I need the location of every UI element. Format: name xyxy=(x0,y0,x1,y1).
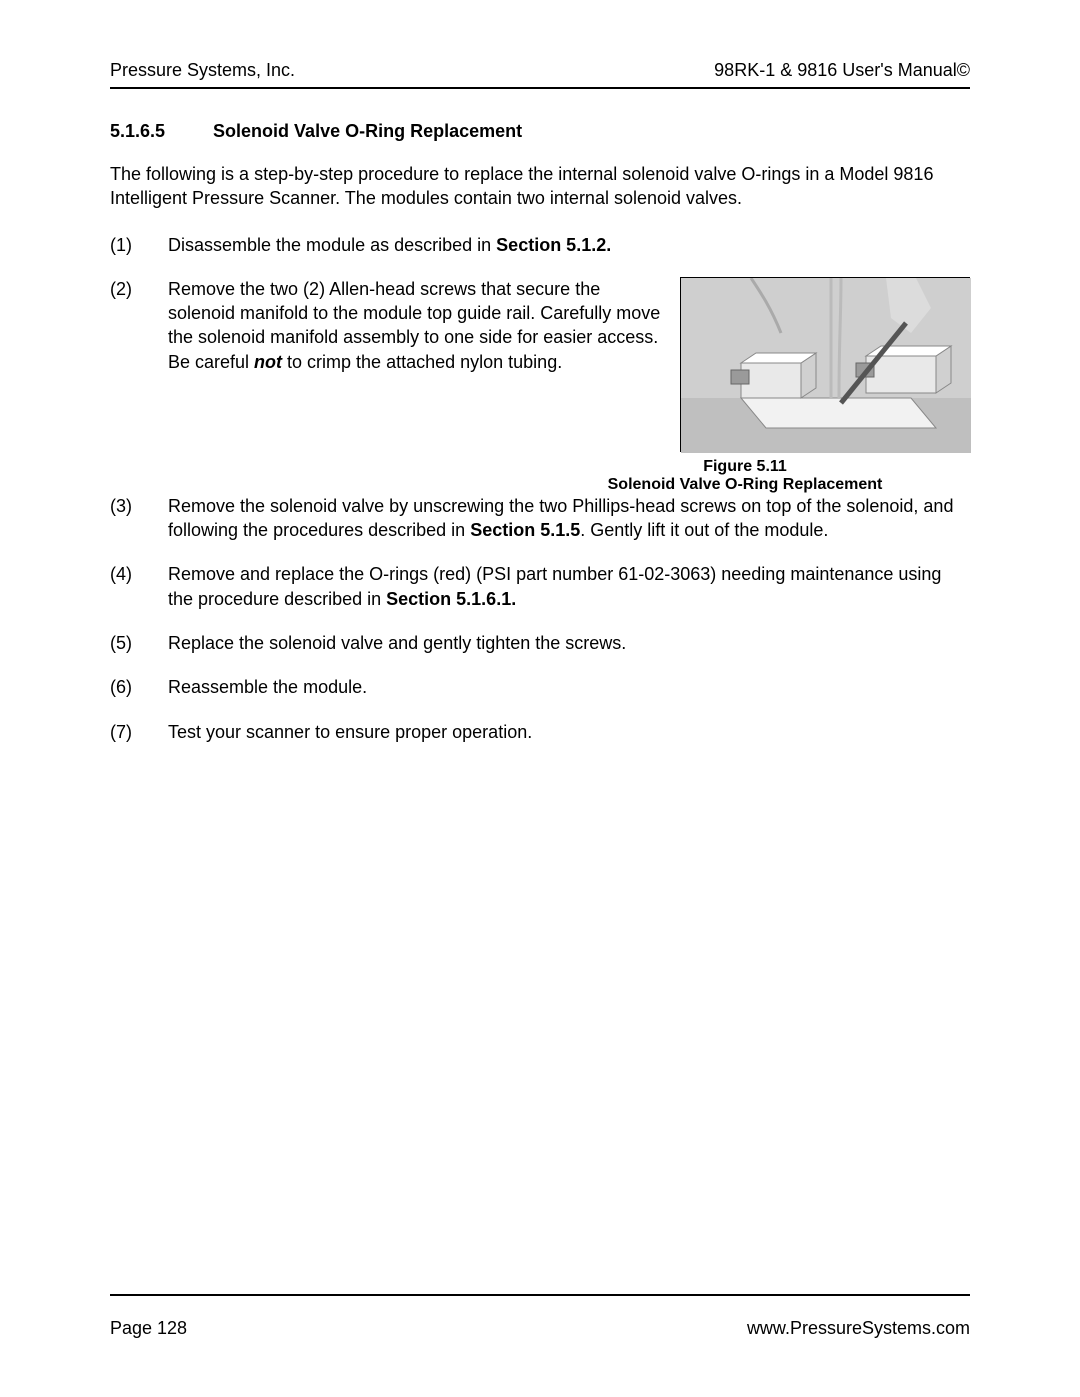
page: Pressure Systems, Inc. 98RK-1 & 9816 Use… xyxy=(0,0,1080,1397)
figure-illustration xyxy=(681,278,971,453)
footer-url: www.PressureSystems.com xyxy=(747,1318,970,1339)
step-6: (6) Reassemble the module. xyxy=(110,675,970,699)
figure-title: Solenoid Valve O-Ring Replacement xyxy=(525,476,965,494)
section-ref: Section 5.1.5 xyxy=(470,520,580,540)
emphasis-not: not xyxy=(254,352,282,372)
header-left: Pressure Systems, Inc. xyxy=(110,60,295,81)
step-number: (1) xyxy=(110,233,144,257)
step-text-c: . Gently lift it out of the module. xyxy=(580,520,828,540)
intro-paragraph: The following is a step-by-step procedur… xyxy=(110,162,970,211)
step-text-a: Remove and replace the O-rings (red) (PS… xyxy=(168,564,941,608)
step-5: (5) Replace the solenoid valve and gentl… xyxy=(110,631,970,655)
step-number: (3) xyxy=(110,494,144,543)
step-3: (3) Remove the solenoid valve by unscrew… xyxy=(110,494,970,543)
step-4: (4) Remove and replace the O-rings (red)… xyxy=(110,562,970,611)
section-heading: 5.1.6.5 Solenoid Valve O-Ring Replacemen… xyxy=(110,121,970,142)
step-number: (7) xyxy=(110,720,144,744)
page-footer: Page 128 www.PressureSystems.com xyxy=(110,1294,970,1339)
footer-page-number: Page 128 xyxy=(110,1318,187,1339)
step-text: Remove the solenoid valve by unscrewing … xyxy=(168,494,970,543)
step-text: Remove and replace the O-rings (red) (PS… xyxy=(168,562,970,611)
step-number: (4) xyxy=(110,562,144,611)
header-right: 98RK-1 & 9816 User's Manual© xyxy=(714,60,970,81)
step-2: (2) Remove the two (2) Allen-head screws… xyxy=(110,277,662,452)
section-title: Solenoid Valve O-Ring Replacement xyxy=(213,121,522,142)
figure-block xyxy=(680,277,970,452)
step-text: Disassemble the module as described in S… xyxy=(168,233,970,257)
figure-number: Figure 5.11 xyxy=(525,458,965,476)
step-number: (2) xyxy=(110,277,144,452)
step-text: Test your scanner to ensure proper opera… xyxy=(168,720,970,744)
step-text-b: to crimp the attached nylon tubing. xyxy=(282,352,562,372)
step-number: (5) xyxy=(110,631,144,655)
figure-caption: Figure 5.11 Solenoid Valve O-Ring Replac… xyxy=(525,458,965,494)
step-2-block: (2) Remove the two (2) Allen-head screws… xyxy=(110,277,970,452)
section-ref: Section 5.1.6.1. xyxy=(386,589,516,609)
step-text-a: Disassemble the module as described in xyxy=(168,235,496,255)
step-1: (1) Disassemble the module as described … xyxy=(110,233,970,257)
step-text: Replace the solenoid valve and gently ti… xyxy=(168,631,970,655)
step-text: Reassemble the module. xyxy=(168,675,970,699)
step-number: (6) xyxy=(110,675,144,699)
section-number: 5.1.6.5 xyxy=(110,121,165,142)
figure-photo xyxy=(680,277,970,452)
section-ref: Section 5.1.2. xyxy=(496,235,611,255)
page-header: Pressure Systems, Inc. 98RK-1 & 9816 Use… xyxy=(110,60,970,89)
step-7: (7) Test your scanner to ensure proper o… xyxy=(110,720,970,744)
step-text: Remove the two (2) Allen-head screws tha… xyxy=(168,277,662,452)
